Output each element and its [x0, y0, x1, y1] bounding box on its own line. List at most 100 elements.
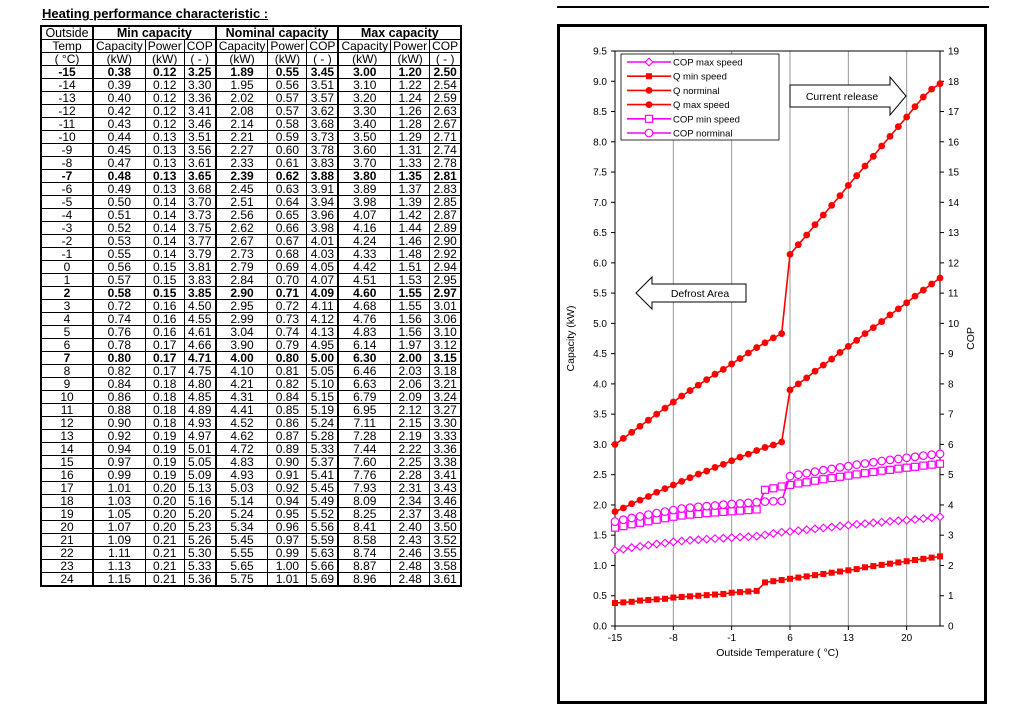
table-cell: 2 — [40, 286, 94, 300]
table-cell: 0.18 — [144, 416, 185, 430]
table-cell: 0.52 — [92, 221, 146, 235]
data-point-cop-max — [927, 513, 937, 523]
data-point-q-nominal — [819, 361, 827, 369]
data-point-q-max — [919, 93, 927, 101]
table-cell: 1.55 — [390, 286, 431, 300]
table-cell: 0.17 — [144, 338, 185, 352]
table-row: 13 0.92 0.19 4.97 4.62 0.87 5.28 7.28 2.19 3.33 — [40, 429, 462, 443]
data-point-cop-max — [652, 539, 662, 549]
data-point-q-nominal — [719, 460, 727, 468]
table-cell: 3.18 — [429, 364, 462, 378]
data-point-cop-max — [852, 519, 862, 529]
table-cell: 4.66 — [183, 338, 217, 352]
data-point-q-min — [612, 600, 618, 606]
table-cell: 2.97 — [429, 286, 462, 300]
table-cell: 0.14 — [144, 221, 185, 235]
table-cell: 3 — [40, 299, 94, 313]
table-cell: 1.56 — [390, 312, 431, 326]
table-row: 10 0.86 0.18 4.85 4.31 0.84 5.15 6.79 2.09 3.24 — [40, 390, 462, 404]
table-cell: 0.59 — [267, 130, 308, 144]
data-point-q-max — [936, 80, 944, 88]
table-cell: 1.48 — [390, 247, 431, 261]
data-point-q-min — [895, 559, 902, 566]
data-point-cop-nominal — [618, 515, 628, 525]
table-cell: 4.09 — [306, 286, 340, 300]
data-point-q-max — [911, 103, 919, 111]
table-cell: 2.63 — [429, 104, 462, 118]
table-body: -15 0.38 0.12 3.25 1.89 0.55 3.45 3.00 1.20 2.50 -… — [40, 65, 462, 587]
data-point-q-nominal — [653, 488, 661, 496]
table-cell: 1.31 — [390, 143, 431, 157]
table-cell: 3.70 — [337, 156, 392, 170]
table-cell: 0.99 — [267, 546, 308, 560]
data-point-cop-max — [752, 531, 762, 541]
plot-area — [614, 50, 941, 627]
group-header-nominal: Nominal capacity — [215, 25, 340, 40]
table-cell: 1 — [40, 273, 94, 287]
table-cell: 4.95 — [306, 338, 340, 352]
data-point-q-min — [662, 595, 668, 602]
data-point-cop-min — [819, 475, 828, 484]
table-cell: 5.56 — [306, 520, 340, 534]
table-cell: 1.09 — [92, 533, 146, 547]
legend-marker — [644, 114, 654, 123]
data-point-q-min — [870, 563, 877, 570]
table-cell: 0.43 — [92, 117, 146, 131]
table-cell: 0 — [40, 260, 94, 274]
data-point-q-max — [828, 201, 836, 209]
table-row: 24 1.15 0.21 5.36 5.75 1.01 5.69 8.96 2.48 3.61 — [40, 572, 462, 587]
table-cell: 0.76 — [92, 325, 146, 339]
table-cell: 5.41 — [306, 468, 340, 482]
table-cell: 2.43 — [390, 533, 431, 547]
data-point-cop-nominal — [902, 453, 912, 463]
table-cell: 5.24 — [215, 507, 269, 521]
column-header-2: Power — [144, 39, 185, 53]
data-point-q-min — [695, 592, 702, 599]
table-cell: 3.77 — [183, 234, 217, 248]
series-line-q-max — [614, 83, 941, 446]
y-tick-label: 0.0 — [593, 622, 607, 633]
y-tick-label: 5.5 — [593, 289, 607, 300]
table-cell: 5.15 — [306, 390, 340, 404]
column-header-0: Temp — [40, 39, 94, 53]
data-point-cop-min — [719, 507, 728, 517]
table-cell: 3.30 — [337, 104, 392, 118]
table-cell: 3.61 — [183, 156, 217, 170]
table-row: -15 0.38 0.12 3.25 1.89 0.55 3.45 3.00 1.20 2.50 — [40, 65, 462, 79]
y2-tick-label: 6 — [948, 440, 954, 451]
table-cell: 0.66 — [267, 221, 308, 235]
table-cell: 0.62 — [267, 169, 308, 183]
table-cell: 1.35 — [390, 169, 431, 183]
column-header-1: Capacity — [92, 39, 146, 53]
data-point-cop-nominal — [802, 468, 812, 478]
table-cell: 5.23 — [183, 520, 217, 534]
table-cell: 1.53 — [390, 273, 431, 287]
table-row: 20 1.07 0.20 5.23 5.34 0.96 5.56 8.41 2.40 3.50 — [40, 520, 462, 534]
table-cell: 5.59 — [306, 533, 340, 547]
data-point-cop-max — [702, 534, 712, 544]
y2-tick-label: 3 — [948, 531, 954, 542]
data-point-q-nominal — [844, 342, 852, 350]
table-cell: 3.80 — [337, 169, 392, 183]
table-cell: 3.20 — [337, 91, 392, 105]
table-cell: 1.22 — [390, 78, 431, 92]
data-point-q-max — [719, 365, 727, 373]
table-cell: 0.74 — [92, 312, 146, 326]
data-point-cop-max — [860, 519, 870, 529]
table-cell: 0.16 — [144, 325, 185, 339]
table-cell: 15 — [40, 455, 94, 469]
table-cell: 5.16 — [183, 494, 217, 508]
table-cell: 3.27 — [429, 403, 462, 417]
table-cell: -2 — [40, 234, 94, 248]
table-cell: 1.55 — [390, 299, 431, 313]
data-point-cop-max — [802, 525, 812, 535]
table-cell: 0.69 — [267, 260, 308, 274]
x-axis-label: Outside Temperature ( °C) — [716, 647, 838, 659]
table-cell: 1.28 — [390, 117, 431, 131]
table-row: -8 0.47 0.13 3.61 2.33 0.61 3.83 3.70 1.33 2.78 — [40, 156, 462, 170]
table-cell: 0.45 — [92, 143, 146, 157]
table-cell: 0.19 — [144, 468, 185, 482]
table-cell: 0.84 — [92, 377, 146, 391]
table-cell: 5.37 — [306, 455, 340, 469]
data-point-q-min — [720, 590, 727, 597]
